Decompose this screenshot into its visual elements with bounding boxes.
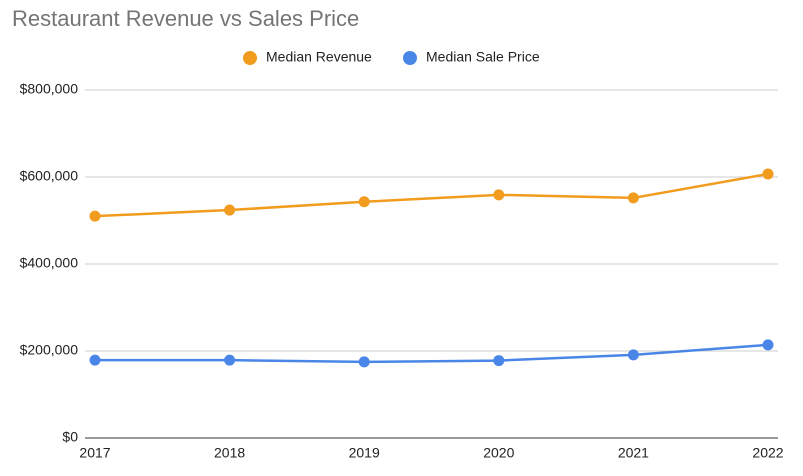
data-point (224, 204, 236, 216)
legend-label: Median Sale Price (426, 49, 540, 65)
x-tick-label: 2018 (214, 445, 245, 461)
chart-title: Restaurant Revenue vs Sales Price (12, 6, 359, 31)
y-tick-label: $600,000 (20, 168, 79, 184)
legend-marker (403, 51, 417, 65)
series-line (94, 172, 769, 218)
data-point (89, 210, 101, 222)
x-tick-label: 2019 (349, 445, 380, 461)
data-point (762, 168, 774, 180)
x-tick-label: 2017 (79, 445, 110, 461)
data-point (358, 356, 370, 368)
y-tick-label: $0 (62, 429, 78, 445)
data-point (762, 339, 774, 351)
data-point (627, 192, 639, 204)
series-line (95, 343, 769, 364)
legend-label: Median Revenue (266, 49, 372, 65)
x-tick-label: 2021 (618, 445, 649, 461)
data-point (89, 354, 101, 366)
data-point (493, 189, 505, 201)
x-tick-label: 2020 (483, 445, 514, 461)
data-point (358, 196, 370, 208)
data-point (493, 355, 505, 367)
y-tick-label: $400,000 (20, 255, 79, 271)
legend-marker (243, 51, 257, 65)
data-point (627, 349, 639, 361)
x-tick-label: 2022 (752, 445, 783, 461)
y-tick-label: $800,000 (20, 81, 79, 97)
y-tick-label: $200,000 (20, 342, 79, 358)
data-point (224, 354, 236, 366)
